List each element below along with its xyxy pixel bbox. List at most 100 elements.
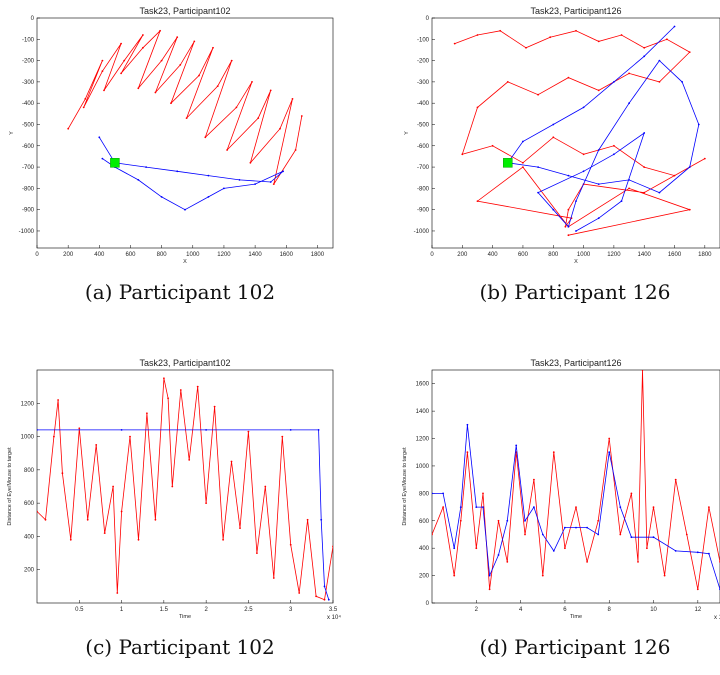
data-point — [459, 506, 462, 508]
data-point — [537, 191, 539, 194]
data-point — [323, 598, 326, 601]
data-point — [688, 166, 691, 169]
data-point — [272, 183, 275, 186]
chart-title: Task23, Participant126 — [530, 6, 621, 16]
x-tick-label: 1000 — [577, 252, 591, 258]
data-point — [663, 574, 666, 577]
data-point — [257, 117, 260, 119]
data-point — [142, 34, 144, 36]
data-point — [101, 157, 104, 160]
y-tick-label: -100 — [22, 37, 35, 43]
y-tick-label: 0 — [426, 16, 430, 22]
x-tick-label: 0 — [430, 252, 434, 258]
data-point — [142, 46, 144, 49]
data-point — [564, 225, 567, 228]
y-tick-label: -500 — [417, 122, 430, 128]
data-point — [482, 492, 484, 495]
x-tick-label: 1400 — [248, 252, 262, 258]
data-point — [145, 166, 148, 169]
data-point — [575, 506, 577, 508]
figure-caption: (d) Participant 126 — [479, 635, 670, 659]
data-point — [491, 144, 494, 147]
data-point — [488, 574, 491, 577]
x-tick-label: 3 — [289, 607, 293, 613]
data-point — [289, 543, 292, 546]
data-point — [170, 102, 172, 105]
x-tick-label: 1800 — [698, 252, 712, 258]
data-point — [269, 89, 272, 92]
y-tick-label: 1000 — [416, 464, 430, 470]
data-point — [646, 547, 648, 550]
data-point — [137, 538, 140, 541]
y-tick-label: 800 — [24, 468, 35, 474]
x-tick-label: 400 — [94, 252, 105, 258]
data-point — [552, 550, 555, 552]
data-point — [575, 526, 577, 529]
data-point — [630, 492, 633, 495]
data-point — [281, 435, 284, 438]
data-point — [575, 200, 577, 203]
data-point — [613, 81, 615, 83]
data-point — [641, 370, 644, 371]
x-tick-label: 10 — [650, 607, 657, 613]
data-point — [137, 87, 140, 90]
series-line-mouse — [98, 137, 284, 211]
y-tick-label: 1000 — [21, 435, 35, 441]
data-point — [279, 127, 281, 130]
y-tick-label: -400 — [22, 101, 35, 107]
data-point — [212, 46, 214, 49]
x-tick-label: 200 — [457, 252, 468, 258]
data-point — [533, 506, 535, 508]
data-point — [643, 166, 646, 169]
chart-title: Task23, Participant102 — [139, 6, 230, 16]
data-point — [582, 170, 585, 173]
x-tick-label: 3.5 — [329, 607, 338, 613]
data-point — [586, 561, 588, 563]
data-point — [628, 72, 630, 75]
data-point — [567, 208, 570, 211]
y-tick-label: -700 — [417, 165, 430, 171]
data-point — [658, 81, 661, 83]
plot-area — [431, 17, 720, 249]
data-point — [537, 93, 539, 96]
y-tick-label: -300 — [22, 80, 35, 86]
x-tick-label: 2 — [475, 607, 479, 613]
data-point — [628, 179, 630, 181]
data-point — [525, 46, 527, 49]
data-point — [453, 574, 456, 577]
data-point — [176, 36, 179, 39]
data-point — [171, 485, 174, 488]
y-tick-label: -100 — [417, 37, 430, 43]
data-point — [597, 183, 600, 186]
data-point — [98, 136, 101, 139]
x-tick-label: 400 — [488, 252, 499, 258]
data-point — [37, 510, 38, 513]
data-point — [552, 451, 555, 454]
x-tick-label: 1800 — [311, 252, 325, 258]
data-point — [703, 157, 706, 160]
data-point — [708, 552, 710, 555]
data-point — [537, 166, 539, 169]
data-point — [488, 588, 491, 591]
y-axis-label: Y — [404, 131, 410, 135]
data-point — [541, 574, 544, 577]
y-tick-label: 1400 — [416, 409, 430, 415]
data-point — [524, 519, 526, 522]
y-tick-label: 600 — [419, 519, 430, 525]
x-tick-label: 800 — [548, 252, 559, 258]
data-point — [499, 29, 502, 32]
data-point — [620, 200, 623, 203]
x-tick-label: 4 — [519, 607, 523, 613]
data-point — [282, 170, 284, 173]
x-tick-label: 1 — [120, 607, 124, 613]
data-point — [159, 29, 162, 32]
y-axis-label: Distance of Eye/Mouse to target — [402, 447, 408, 526]
x-tick-label: 1200 — [607, 252, 621, 258]
plot-area — [431, 369, 720, 604]
data-point — [103, 532, 106, 534]
data-point — [482, 506, 484, 508]
figure-caption: (c) Participant 102 — [85, 635, 274, 659]
data-point — [608, 437, 611, 440]
data-point — [61, 472, 64, 475]
data-point — [230, 460, 233, 463]
